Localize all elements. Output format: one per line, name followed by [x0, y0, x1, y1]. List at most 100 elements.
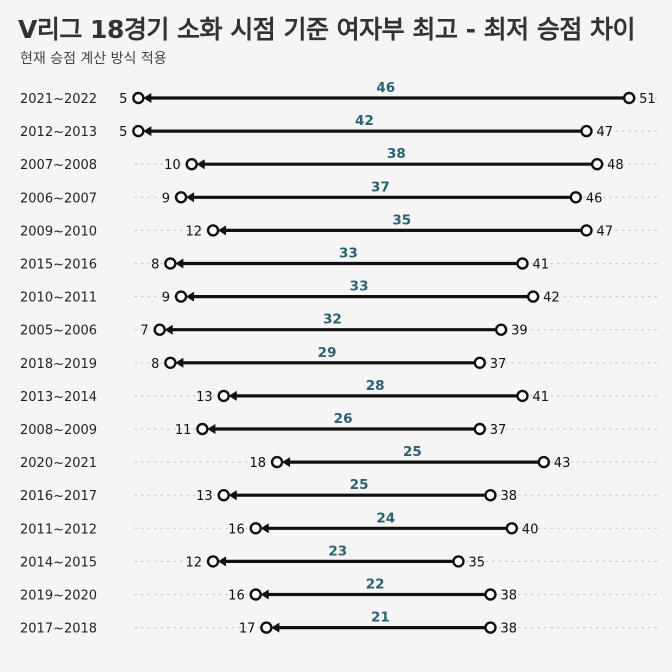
arrow-head: [271, 622, 280, 633]
min-value-label: 8: [151, 258, 159, 273]
max-value-label: 41: [532, 390, 549, 405]
min-point: [132, 124, 145, 138]
min-value-label: 5: [119, 125, 127, 140]
max-value-label: 42: [543, 291, 560, 306]
min-point: [174, 191, 188, 204]
min-point: [196, 422, 209, 436]
min-point: [206, 224, 220, 237]
arrow-head: [186, 192, 195, 203]
min-value-label: 9: [162, 191, 170, 206]
arrow-head: [164, 324, 173, 335]
min-point: [185, 157, 198, 171]
season-label: 2021~2022: [20, 92, 97, 107]
gap-value-label: 25: [403, 444, 422, 460]
min-point: [174, 290, 188, 303]
gap-value-label: 28: [366, 378, 385, 394]
season-label: 2006~2007: [20, 191, 97, 206]
max-point: [484, 621, 497, 634]
arrow-head: [143, 93, 152, 103]
min-value-label: 11: [175, 423, 192, 438]
gap-value-label: 26: [334, 411, 353, 427]
min-point: [217, 489, 230, 502]
max-value-label: 38: [500, 622, 517, 637]
max-point: [590, 157, 604, 171]
max-value-label: 39: [511, 324, 528, 339]
max-value-label: 47: [596, 224, 613, 239]
season-label: 2013~2014: [20, 390, 97, 405]
arrow-head: [282, 457, 291, 468]
min-value-label: 7: [140, 324, 148, 339]
min-value-label: 17: [239, 622, 256, 637]
arrow-head: [218, 556, 227, 567]
season-label: 2019~2020: [20, 589, 97, 604]
min-value-label: 10: [164, 158, 181, 173]
max-value-label: 40: [522, 522, 539, 537]
min-value-label: 18: [250, 456, 267, 471]
max-point: [516, 257, 529, 270]
season-label: 2018~2019: [20, 357, 97, 372]
arrow-head: [196, 159, 205, 170]
max-point: [569, 191, 583, 204]
arrow-head: [260, 523, 269, 534]
max-point: [526, 290, 540, 303]
gap-value-label: 46: [376, 80, 395, 96]
season-label: 2005~2006: [20, 324, 97, 339]
season-label: 2011~2012: [20, 522, 97, 537]
arrow-head: [143, 126, 152, 137]
max-point: [516, 389, 529, 403]
min-value-label: 12: [185, 224, 202, 239]
max-point: [473, 356, 486, 369]
gap-value-label: 33: [350, 279, 369, 295]
gap-value-label: 37: [371, 179, 390, 195]
min-point: [249, 522, 262, 535]
gap-value-label: 32: [323, 312, 342, 328]
max-value-label: 38: [500, 589, 517, 604]
max-point: [484, 588, 497, 601]
max-point: [537, 455, 551, 469]
max-value-label: 46: [586, 191, 603, 206]
max-point: [452, 555, 465, 568]
gap-value-label: 21: [371, 610, 390, 626]
min-value-label: 16: [228, 522, 245, 537]
max-value-label: 48: [607, 158, 624, 173]
max-value-label: 51: [639, 92, 656, 107]
min-value-label: 5: [119, 92, 127, 107]
gap-value-label: 38: [387, 146, 406, 162]
max-point: [473, 422, 486, 436]
season-label: 2008~2009: [20, 423, 97, 438]
max-point: [580, 124, 593, 138]
chart-subtitle: 현재 승점 계산 방식 적용: [20, 51, 167, 67]
arrow-head: [175, 258, 184, 269]
arrow-head: [175, 357, 184, 368]
min-point: [153, 323, 166, 336]
min-point: [217, 389, 230, 403]
season-label: 2016~2017: [20, 489, 97, 504]
min-value-label: 9: [162, 291, 170, 306]
max-value-label: 38: [500, 489, 517, 504]
min-value-label: 16: [228, 589, 245, 604]
min-value-label: 12: [185, 555, 202, 570]
gap-value-label: 42: [355, 113, 374, 129]
arrow-head: [207, 424, 216, 434]
max-value-label: 37: [490, 423, 507, 438]
max-value-label: 43: [554, 456, 571, 471]
min-point: [260, 621, 273, 634]
min-value-label: 8: [151, 357, 159, 372]
min-point: [164, 257, 177, 270]
arrow-head: [186, 291, 195, 302]
gap-value-label: 35: [392, 212, 411, 228]
gap-value-label: 24: [376, 510, 395, 526]
arrow-head: [218, 225, 227, 236]
min-point: [132, 91, 145, 105]
arrow-head: [228, 390, 237, 401]
min-value-label: 13: [196, 390, 213, 405]
season-label: 2020~2021: [20, 456, 97, 471]
gap-value-label: 22: [366, 577, 385, 593]
max-value-label: 37: [490, 357, 507, 372]
min-point: [164, 356, 177, 369]
min-value-label: 13: [196, 489, 213, 504]
max-point: [484, 489, 497, 502]
arrow-head: [228, 490, 237, 501]
max-point: [580, 224, 593, 237]
